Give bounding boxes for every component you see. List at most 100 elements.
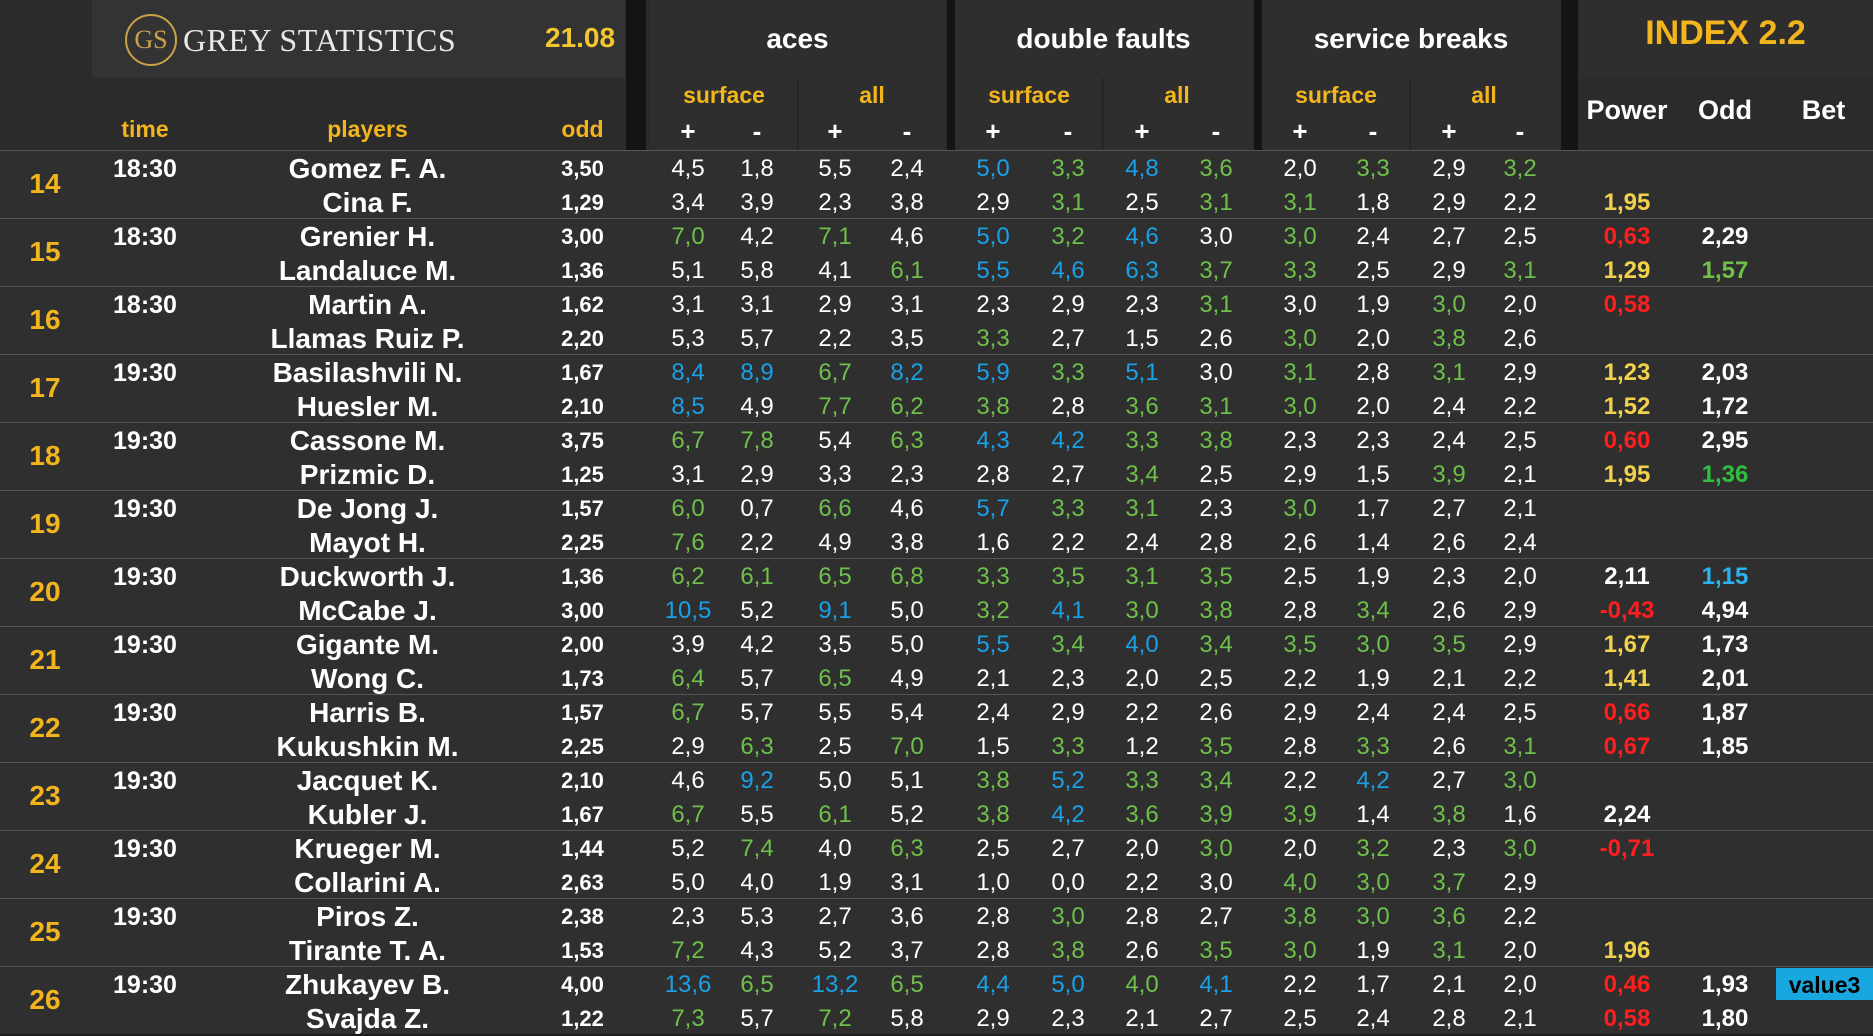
brand-title: GREY STATISTICS [183,21,457,58]
stat-value: 2,5 [1283,1005,1317,1032]
blank-corner [0,0,90,150]
player-name: Gomez F. A. [288,153,447,184]
match-row [0,150,1873,218]
stat-value: 5,5 [818,699,852,726]
plus-label: + [1441,116,1457,146]
stat-value: 3,8 [1432,325,1466,352]
stat-value: 2,3 [671,903,705,930]
stat-value: 2,8 [1199,529,1233,556]
stat-value: 6,4 [671,665,705,692]
index-odd-value: 2,95 [1701,427,1749,454]
logo-icon: GS [125,14,177,66]
brand: GS GREY STATISTICS [125,14,456,66]
plus-label: + [1134,116,1150,146]
match-time: 19:30 [113,631,177,659]
stat-value: 3,8 [1283,903,1317,930]
stat-value: 2,2 [1283,665,1317,692]
stat-value: 1,9 [1356,291,1390,318]
stat-value: 5,0 [976,223,1010,250]
match-time: 19:30 [113,767,177,795]
match-number: 26 [29,984,61,1015]
player-name: Harris B. [309,697,426,728]
stat-value: 4,6 [1125,223,1159,250]
stat-value: 2,5 [1503,223,1537,250]
stat-value: 4,5 [671,155,705,182]
stat-value: 3,3 [818,461,852,488]
stat-value: 3,0 [1283,393,1317,420]
stat-value: 3,9 [1199,801,1233,828]
stat-value: 2,0 [1283,835,1317,862]
stat-value: 2,3 [1283,427,1317,454]
stat-value: 2,2 [1051,529,1085,556]
stat-value: 3,8 [976,767,1010,794]
index-odd-value: 2,29 [1701,223,1749,250]
stat-value: 6,1 [740,563,774,590]
stat-value: 5,2 [818,937,852,964]
stat-value: 3,1 [1503,257,1537,284]
match-number: 25 [29,916,61,947]
index-odd-value: 4,94 [1701,597,1749,624]
index-odd-value: 1,80 [1701,1005,1749,1032]
stat-value: 5,0 [976,155,1010,182]
player-odd: 3,75 [561,428,604,453]
stat-value: 2,2 [1283,767,1317,794]
player-odd: 4,00 [561,972,604,997]
stat-value: 3,3 [1051,733,1085,760]
stat-value: 7,2 [671,937,705,964]
stat-value: 4,6 [671,767,705,794]
index-title: INDEX 2.2 [1645,14,1806,52]
stat-value: 3,3 [1356,733,1390,760]
stat-value: 2,5 [976,835,1010,862]
match-row [0,354,1873,422]
stat-value: 3,3 [976,563,1010,590]
stat-value: 3,5 [818,631,852,658]
stat-value: 2,3 [1199,495,1233,522]
player-name: Grenier H. [299,221,436,252]
match-row [0,286,1873,354]
stat-value: 2,8 [976,937,1010,964]
stat-value: 2,7 [1432,767,1466,794]
match-time: 19:30 [113,903,177,931]
stat-value: 3,8 [1051,937,1085,964]
time-header: time [121,116,169,142]
player-odd: 1,73 [561,666,604,691]
stat-value: 6,1 [818,801,852,828]
stat-value: 4,3 [740,937,774,964]
stat-value: 4,9 [740,393,774,420]
stat-value: 6,0 [671,495,705,522]
match-time: 18:30 [113,291,177,319]
player-odd: 2,25 [561,734,604,759]
stat-value: 6,5 [890,971,924,998]
stat-value: 2,5 [1125,189,1159,216]
player-name: Kukushkin M. [276,731,459,762]
stat-value: 3,6 [1125,801,1159,828]
stat-value: 4,1 [1051,597,1085,624]
stat-value: 3,1 [1503,733,1537,760]
stat-value: 5,4 [818,427,852,454]
power-value: 1,41 [1603,665,1651,692]
player-odd: 2,38 [561,904,604,929]
stat-value: 2,7 [1199,1005,1233,1032]
bet-header: Bet [1801,95,1846,125]
stat-value: 2,0 [1503,563,1537,590]
stat-value: 2,3 [1432,563,1466,590]
stat-value: 2,8 [1283,733,1317,760]
plus-label: + [680,116,696,146]
index-odd-value: 1,93 [1701,971,1749,998]
stat-value: 7,4 [740,835,774,862]
match-row [0,218,1873,286]
stat-value: 3,1 [671,291,705,318]
group-title: service breaks [1313,23,1509,54]
stat-value: 2,2 [1283,971,1317,998]
player-odd: 1,22 [561,1006,604,1031]
power-value: 0,46 [1603,971,1651,998]
player-name: Basilashvili N. [272,357,463,388]
stat-value: 2,3 [890,461,924,488]
stat-value: 3,0 [1283,495,1317,522]
stat-value: 2,1 [1503,461,1537,488]
player-name: Krueger M. [294,833,441,864]
power-value: 1,23 [1603,359,1651,386]
stat-value: 2,0 [1503,937,1537,964]
stat-value: 5,7 [740,325,774,352]
stat-value: 4,8 [1125,155,1159,182]
